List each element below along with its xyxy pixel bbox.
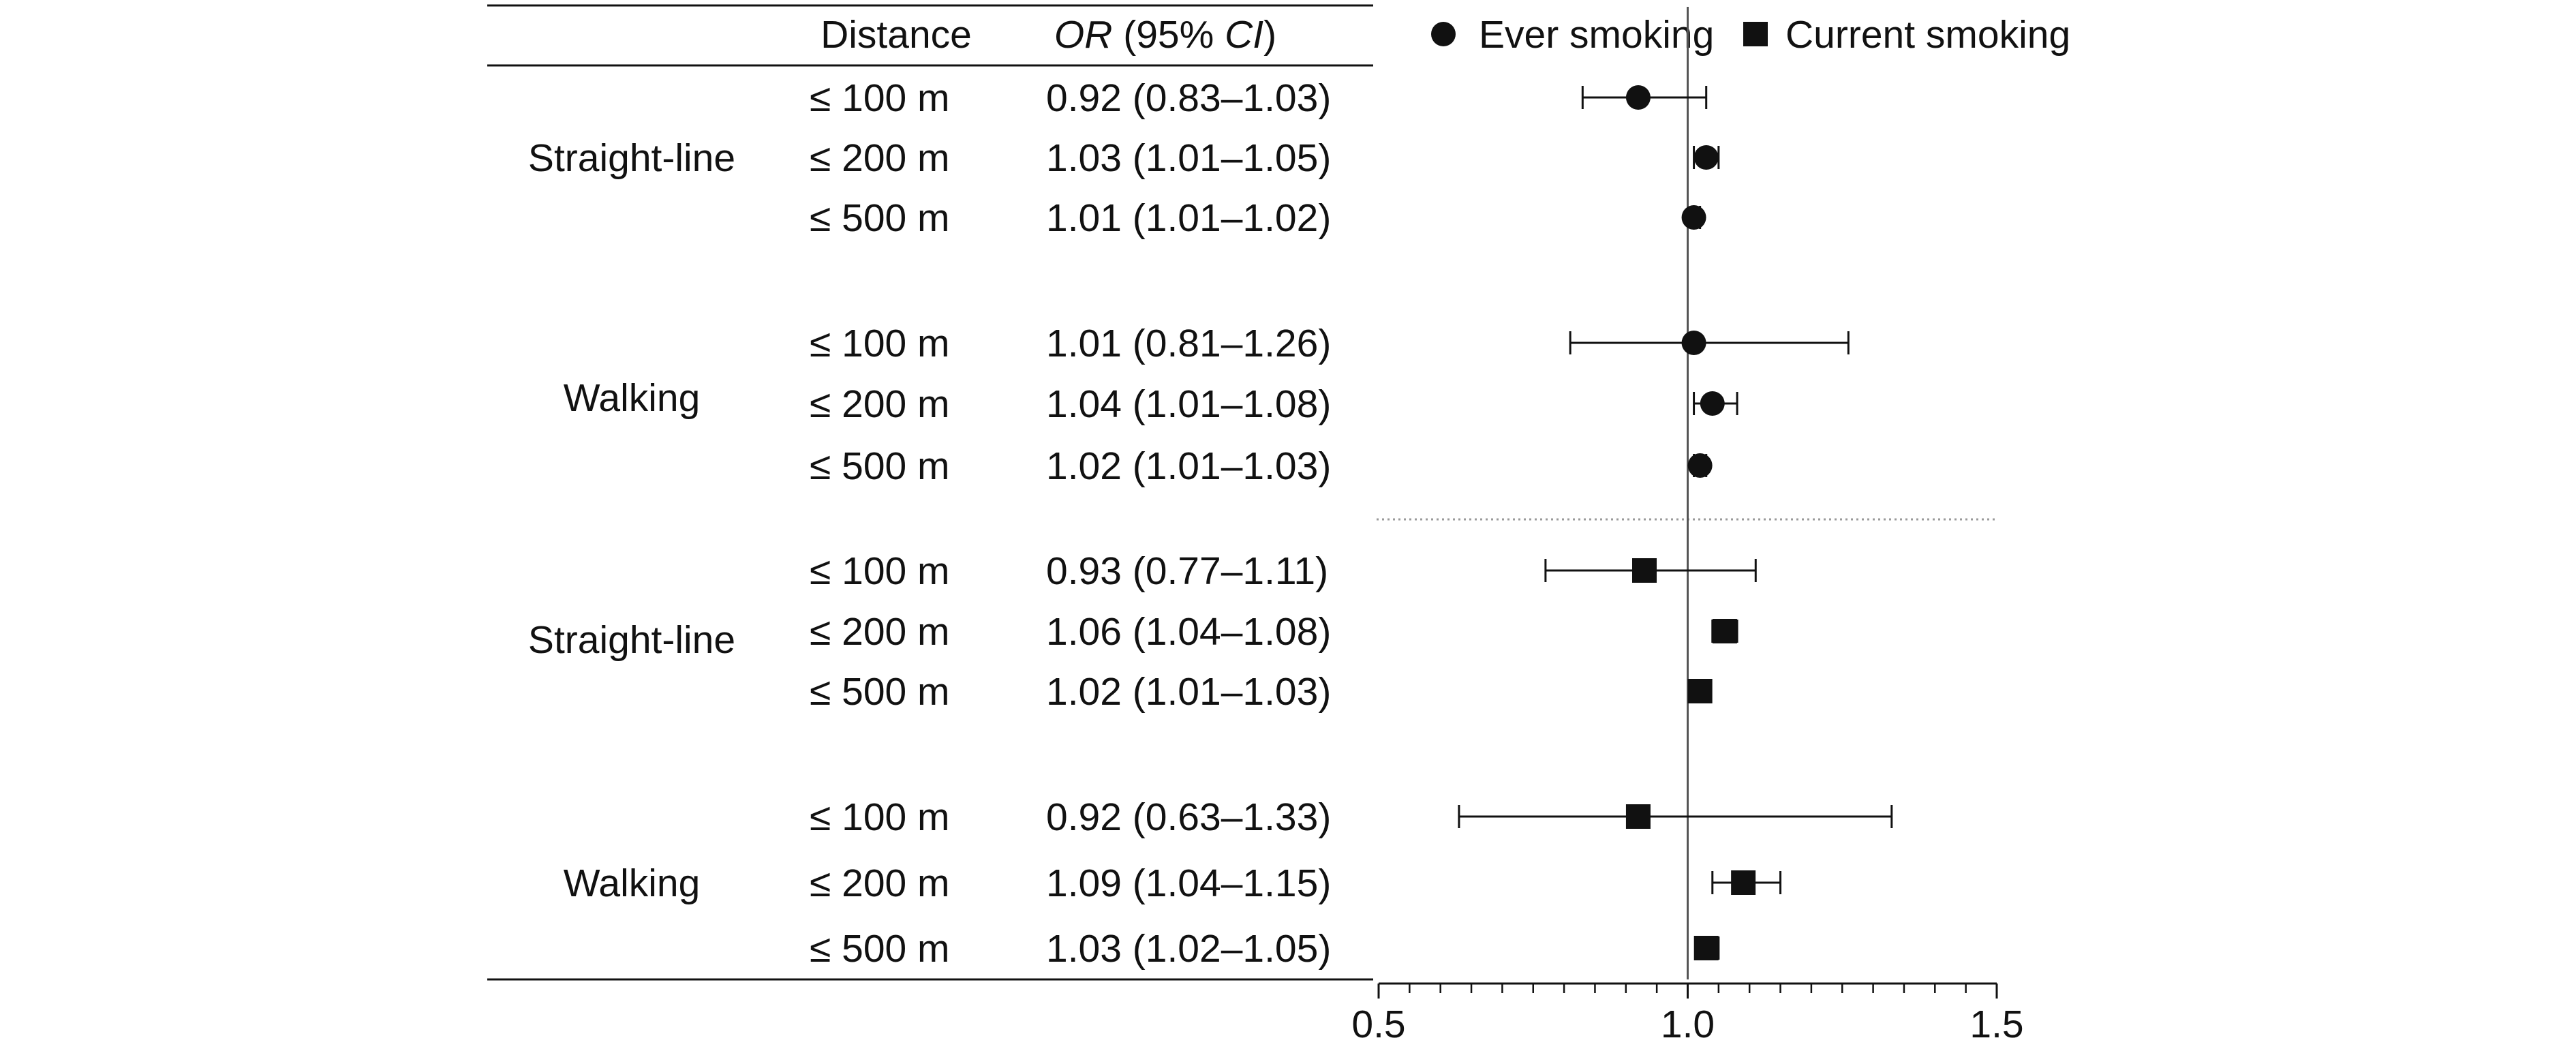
plot-marks xyxy=(1458,85,1893,960)
distance-cell: ≤ 100 m xyxy=(810,76,950,120)
group-label: Straight-line xyxy=(528,136,735,180)
point-estimate-circle xyxy=(1681,331,1706,355)
x-tick-label: 1.0 xyxy=(1661,1003,1715,1046)
header-or-ci: OR (95% CI) xyxy=(1054,13,1276,57)
legend-label-current: Current smoking xyxy=(1785,13,2070,57)
or-ci-cell: 0.92 (0.63–1.33) xyxy=(1046,795,1331,839)
distance-cell: ≤ 500 m xyxy=(810,444,950,488)
point-estimate-square xyxy=(1731,870,1756,895)
distance-cell: ≤ 100 m xyxy=(810,322,950,365)
distance-cell: ≤ 100 m xyxy=(810,795,950,839)
legend-square-marker xyxy=(1743,22,1768,46)
group-label: Walking xyxy=(564,376,701,420)
distance-cell: ≤ 200 m xyxy=(810,136,950,180)
distance-cell: ≤ 200 m xyxy=(810,862,950,905)
or-ci-cell: 1.01 (1.01–1.02) xyxy=(1046,196,1331,240)
distance-cell: ≤ 100 m xyxy=(810,549,950,593)
or-ci-cell: 1.09 (1.04–1.15) xyxy=(1046,862,1331,905)
legend-label-ever: Ever smoking xyxy=(1479,13,1714,57)
header-ci-close: ) xyxy=(1263,13,1276,57)
or-ci-cell: 1.03 (1.02–1.05) xyxy=(1046,927,1331,971)
table-rows: Straight-line ≤ 100 m 0.92 (0.83–1.03) ≤ 20… xyxy=(528,76,1331,971)
or-ci-cell: 1.04 (1.01–1.08) xyxy=(1046,382,1331,426)
point-estimate-circle xyxy=(1681,205,1706,230)
distance-cell: ≤ 200 m xyxy=(810,610,950,654)
x-axis: 0.5 1.0 1.5 xyxy=(1351,982,2024,1046)
legend-circle-marker xyxy=(1431,22,1456,46)
or-ci-cell: 0.93 (0.77–1.11) xyxy=(1046,549,1328,593)
distance-cell: ≤ 200 m xyxy=(810,382,950,426)
point-estimate-square xyxy=(1712,619,1737,643)
header-distance: Distance xyxy=(821,13,972,57)
distance-cell: ≤ 500 m xyxy=(810,196,950,240)
x-tick-label: 1.5 xyxy=(1969,1003,2023,1046)
group-label: Walking xyxy=(564,862,701,905)
group-label: Straight-line xyxy=(528,618,735,662)
point-estimate-circle xyxy=(1700,391,1725,416)
point-estimate-square xyxy=(1687,679,1713,703)
header-ci-open: (95% xyxy=(1112,13,1225,57)
or-ci-cell: 1.02 (1.01–1.03) xyxy=(1046,444,1331,488)
or-ci-cell: 0.92 (0.83–1.03) xyxy=(1046,76,1331,120)
point-estimate-circle xyxy=(1693,145,1719,170)
or-ci-cell: 1.03 (1.01–1.05) xyxy=(1046,136,1331,180)
or-ci-cell: 1.02 (1.01–1.03) xyxy=(1046,670,1331,714)
distance-cell: ≤ 500 m xyxy=(810,670,950,714)
distance-cell: ≤ 500 m xyxy=(810,927,950,971)
point-estimate-circle xyxy=(1687,453,1713,478)
or-ci-cell: 1.01 (0.81–1.26) xyxy=(1046,322,1331,365)
point-estimate-square xyxy=(1625,804,1651,829)
point-estimate-square xyxy=(1632,558,1657,583)
header-ci: CI xyxy=(1225,13,1263,57)
x-tick-label: 0.5 xyxy=(1351,1003,1405,1046)
or-ci-cell: 1.06 (1.04–1.08) xyxy=(1046,610,1331,654)
legend: Ever smoking Current smoking xyxy=(1431,13,2070,57)
point-estimate-square xyxy=(1693,936,1719,960)
point-estimate-circle xyxy=(1625,85,1651,110)
header-or: OR xyxy=(1054,13,1113,57)
